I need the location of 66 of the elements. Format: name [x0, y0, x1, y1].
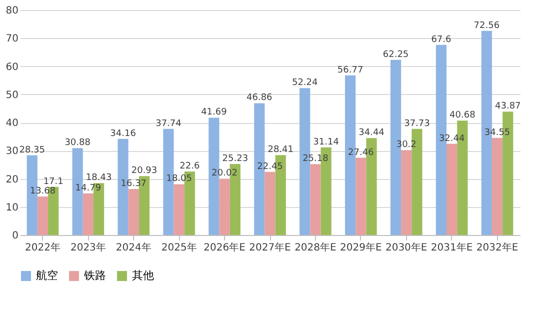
bar	[492, 138, 503, 235]
legend-label: 航空	[36, 269, 58, 282]
data-label: 13.68	[30, 186, 56, 197]
data-label: 37.74	[156, 118, 182, 129]
data-label: 18.43	[86, 173, 112, 184]
data-label: 22.45	[257, 162, 283, 172]
data-label: 56.77	[337, 65, 364, 76]
x-tick-label: 2030年E	[385, 242, 428, 254]
y-tick-label: 10	[6, 202, 18, 214]
y-tick-label: 40	[6, 118, 18, 129]
y-tick-label: 30	[6, 146, 18, 158]
data-label: 28.41	[268, 145, 294, 156]
legend-label: 铁路	[83, 269, 106, 282]
data-label: 41.69	[201, 108, 228, 118]
data-label: 14.79	[75, 183, 102, 194]
y-tick-label: 50	[6, 90, 18, 101]
data-label: 52.24	[292, 78, 318, 88]
x-tick-label: 2026年E	[204, 242, 246, 254]
data-label: 17.1	[43, 176, 64, 187]
x-tick-label: 2023年	[70, 242, 106, 254]
y-tick-label: 80	[6, 6, 18, 16]
data-label: 67.6	[431, 34, 452, 45]
bar	[128, 188, 139, 235]
data-label: 25.18	[302, 154, 329, 164]
legend-label: 其他	[132, 269, 154, 282]
data-label: 72.56	[474, 20, 500, 31]
data-label: 25.23	[222, 154, 248, 164]
bar	[37, 196, 48, 235]
x-tick-label: 2024年	[116, 242, 152, 254]
bar	[219, 178, 230, 235]
bar	[446, 144, 458, 235]
data-label: 32.44	[438, 134, 465, 144]
data-label: 16.37	[120, 178, 147, 189]
x-tick-label: 2029年E	[340, 242, 382, 254]
x-tick-label: 2027年E	[249, 242, 291, 254]
bar	[82, 193, 94, 235]
data-label: 34.44	[358, 128, 385, 138]
bar	[310, 164, 321, 235]
bar	[174, 184, 184, 235]
bar	[264, 172, 276, 235]
data-label: 46.86	[246, 93, 273, 104]
data-label: 37.73	[404, 118, 430, 129]
x-tick-label: 2022年	[25, 242, 60, 254]
x-tick-label: 2025年	[161, 242, 197, 254]
data-label: 20.02	[212, 168, 238, 179]
y-tick-label: 20	[6, 174, 18, 186]
x-tick-label: 2031年E	[430, 242, 473, 254]
data-label: 31.14	[313, 137, 340, 148]
data-label: 22.6	[180, 161, 200, 172]
data-label: 34.55	[484, 128, 510, 138]
data-label: 28.35	[19, 145, 46, 156]
y-tick-label: 0	[12, 230, 18, 242]
data-label: 40.68	[450, 110, 476, 121]
data-label: 27.46	[348, 148, 374, 158]
bar	[401, 150, 412, 235]
y-tick-label: 60	[6, 62, 18, 73]
data-label: 43.87	[494, 102, 521, 112]
x-tick-label: 2032年E	[476, 242, 518, 254]
y-tick-label: 70	[6, 34, 18, 45]
data-label: 30.88	[64, 138, 91, 148]
data-label: 34.16	[110, 128, 136, 139]
data-label: 18.05	[166, 174, 192, 184]
bar	[356, 158, 366, 235]
x-tick-label: 2028年E	[294, 242, 336, 254]
data-label: 20.93	[131, 166, 158, 176]
data-label: 62.25	[382, 50, 409, 60]
